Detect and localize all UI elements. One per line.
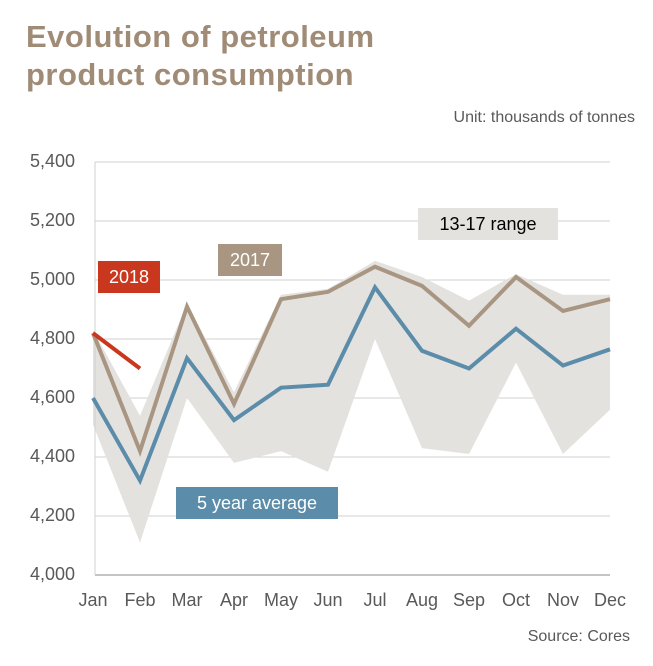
legend-label: 2017 [230, 250, 270, 270]
x-tick-label: Apr [220, 590, 248, 610]
x-tick-label: Jun [313, 590, 342, 610]
series-line [91, 283, 611, 486]
legend-box [98, 261, 160, 293]
legend-box [176, 487, 338, 519]
y-tick-label: 5,200 [30, 210, 75, 230]
series-line [91, 264, 611, 457]
y-tick-label: 5,000 [30, 269, 75, 289]
x-tick-label: Feb [124, 590, 155, 610]
legend-box [418, 208, 558, 240]
legend-label: 2018 [109, 267, 149, 287]
x-tick-label: Aug [406, 590, 438, 610]
x-tick-label: May [264, 590, 298, 610]
y-tick-label: 4,200 [30, 505, 75, 525]
series-line [91, 331, 142, 371]
legend-box [218, 244, 282, 276]
x-tick-label: Jan [78, 590, 107, 610]
legend-label: 13-17 range [439, 214, 536, 234]
x-tick-label: Mar [172, 590, 203, 610]
y-tick-label: 4,400 [30, 446, 75, 466]
unit-label: Unit: thousands of tonnes [454, 109, 635, 126]
x-tick-label: Nov [547, 590, 579, 610]
y-tick-label: 4,600 [30, 387, 75, 407]
range-band [93, 260, 610, 543]
x-tick-label: Oct [502, 590, 530, 610]
y-tick-label: 4,000 [30, 564, 75, 584]
x-tick-label: Dec [594, 590, 626, 610]
y-tick-label: 4,800 [30, 328, 75, 348]
y-tick-label: 5,400 [30, 151, 75, 171]
x-tick-label: Sep [453, 590, 485, 610]
source: Source: Cores [528, 628, 630, 645]
chart-title: Evolution of petroleum product consumpti… [26, 19, 375, 92]
legend-label: 5 year average [197, 493, 317, 513]
x-tick-label: Jul [363, 590, 386, 610]
